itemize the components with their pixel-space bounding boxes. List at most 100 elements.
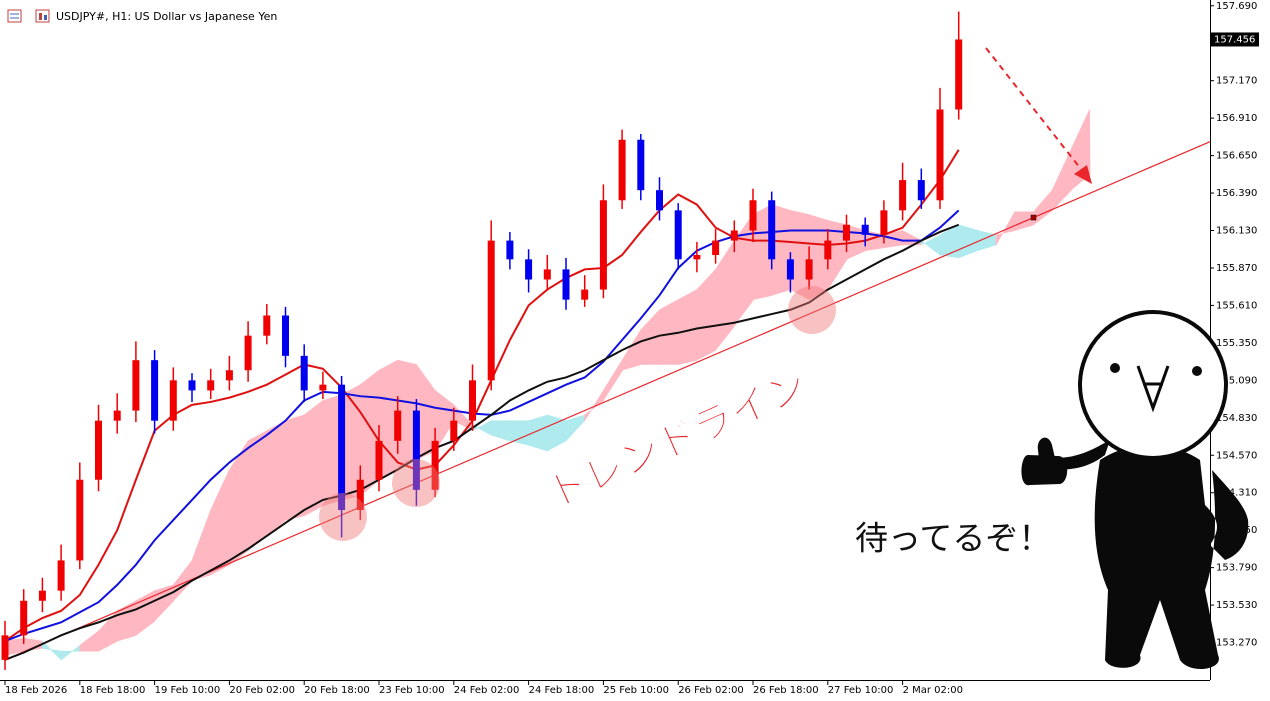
mouth xyxy=(1136,365,1170,413)
y-tick-label: 155.610 xyxy=(1216,300,1257,311)
x-tick-label: 26 Feb 18:00 xyxy=(753,685,819,696)
x-tick-label: 25 Feb 10:00 xyxy=(603,685,669,696)
x-tick-label: 20 Feb 02:00 xyxy=(229,685,295,696)
cloud-segment xyxy=(696,268,717,361)
candle-body xyxy=(319,384,327,391)
y-tick-label: 155.090 xyxy=(1216,375,1257,386)
highlight-circle xyxy=(788,286,836,334)
price-tag xyxy=(1211,32,1259,47)
chart-title: USDJPY#, H1: US Dollar vs Japanese Yen xyxy=(56,10,277,23)
cloud-segment xyxy=(659,299,680,365)
candle-body xyxy=(431,440,439,490)
icon xyxy=(39,13,42,20)
highlight-circle xyxy=(392,459,440,507)
cloud-segment xyxy=(677,289,698,365)
candle-body xyxy=(637,139,645,191)
cloud-segment xyxy=(1051,149,1072,212)
cloud-segment xyxy=(210,469,231,576)
cloud-segment xyxy=(285,414,306,521)
x-tick-label: 24 Feb 02:00 xyxy=(454,685,520,696)
y-tick-label: 155.870 xyxy=(1216,263,1257,274)
candle-body xyxy=(786,259,794,280)
candle-body xyxy=(132,360,140,411)
candle-body xyxy=(151,360,159,421)
x-tick-label: 18 Feb 2026 xyxy=(5,685,67,696)
candle-body xyxy=(674,210,682,260)
x-tick-label: 23 Feb 10:00 xyxy=(379,685,445,696)
candle-body xyxy=(76,479,84,561)
ma-line xyxy=(4,209,960,643)
eye xyxy=(1110,363,1120,373)
price-tag-label: 157.456 xyxy=(1214,34,1255,45)
ma-line xyxy=(4,149,960,642)
y-tick-label: 156.130 xyxy=(1216,226,1257,237)
y-tick-label: 153.790 xyxy=(1216,563,1257,574)
x-tick-label: 27 Feb 10:00 xyxy=(828,685,894,696)
candle-body xyxy=(113,410,121,421)
cloud-segment xyxy=(584,389,605,422)
candle-body xyxy=(730,230,738,241)
icon xyxy=(35,9,50,23)
candle-body xyxy=(656,190,663,211)
candle-body xyxy=(375,440,383,480)
candle-body xyxy=(599,200,607,290)
candle-body xyxy=(543,269,551,280)
candle-body xyxy=(861,224,869,235)
speech-text: 待ってるぞ！ xyxy=(855,519,1051,558)
candle-body xyxy=(38,590,46,601)
candle-body xyxy=(244,335,252,371)
x-tick-label: 24 Feb 18:00 xyxy=(529,685,595,696)
y-tick-label: 155.350 xyxy=(1216,338,1257,349)
candle-body xyxy=(618,139,626,201)
candle-body xyxy=(225,370,233,381)
body xyxy=(1094,445,1249,670)
y-tick-label: 154.830 xyxy=(1216,413,1257,424)
highlight-circle xyxy=(319,493,367,541)
y-tick-label: 153.270 xyxy=(1216,638,1257,649)
candle-body xyxy=(843,224,850,241)
fist xyxy=(1021,455,1068,486)
y-tick-label: 156.390 xyxy=(1216,188,1257,199)
candle-body xyxy=(712,240,720,255)
y-tick-label: 153.530 xyxy=(1216,600,1257,611)
candle-body xyxy=(282,315,289,356)
candle-body xyxy=(562,269,570,300)
cloud-segment xyxy=(303,399,324,517)
cloud-segment xyxy=(229,439,249,566)
candle-body xyxy=(207,380,215,391)
candle-body xyxy=(469,380,476,421)
eye xyxy=(1192,366,1202,376)
candle-body xyxy=(20,600,28,636)
candle-body xyxy=(899,180,907,211)
y-tick-label: 154.570 xyxy=(1216,450,1257,461)
candle-body xyxy=(263,315,271,336)
trendline-anchor xyxy=(1030,214,1037,221)
character xyxy=(1021,310,1249,670)
arrow-head xyxy=(1074,165,1092,184)
candle-body xyxy=(824,240,832,260)
candle-body xyxy=(936,109,944,201)
ma-line xyxy=(4,223,960,661)
candle-body xyxy=(768,200,776,260)
candle-body xyxy=(487,240,495,381)
candle-body xyxy=(169,380,177,421)
candle-body xyxy=(880,210,888,235)
candle-body xyxy=(95,420,102,480)
candle-body xyxy=(581,289,589,300)
candle-body xyxy=(1,635,9,660)
y-tick-label: 157.690 xyxy=(1216,1,1257,12)
x-tick-label: 2 Mar 02:00 xyxy=(903,685,963,696)
candle-body xyxy=(506,240,514,260)
candle-body xyxy=(749,200,757,231)
cloud-segment xyxy=(247,430,268,551)
dashed-arrow xyxy=(985,47,1085,174)
candle-body xyxy=(188,380,196,391)
candle-body xyxy=(338,384,346,510)
x-tick-label: 20 Feb 18:00 xyxy=(304,685,370,696)
candle-body xyxy=(300,355,308,391)
candle-body xyxy=(412,410,420,490)
candle-body xyxy=(356,479,364,510)
cloud-segment xyxy=(266,420,287,537)
